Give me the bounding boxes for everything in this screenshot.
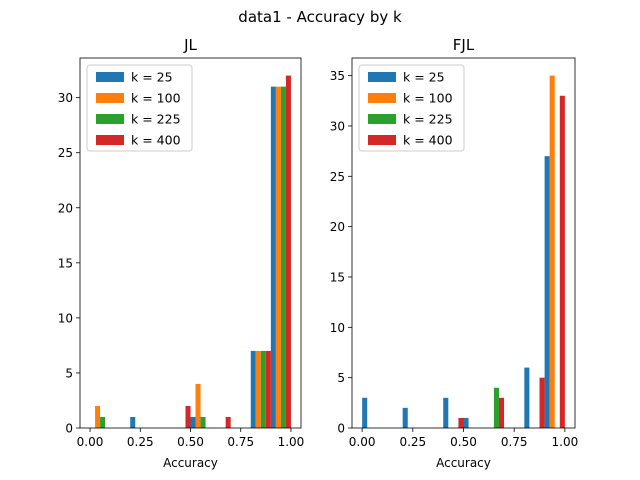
left-y-tick-label-2: 10 <box>58 311 73 325</box>
left-bar-series0-1 <box>190 416 196 428</box>
right-x-tick-label-2: 0.50 <box>450 435 477 449</box>
right-legend-swatch-3 <box>368 135 396 145</box>
right-bar-series2-0 <box>493 387 499 428</box>
left-panel: JL 0.00 0.25 0.50 0.75 1.00 0 5 10 15 20 25 30 k = 2… <box>58 36 305 470</box>
right-bar-series1-0 <box>549 75 555 429</box>
right-x-axis-label: Accuracy <box>436 456 491 470</box>
right-x-tick-label-1: 0.25 <box>399 435 426 449</box>
right-legend-label-0: k = 25 <box>403 70 445 85</box>
right-legend-box <box>358 64 465 152</box>
left-bar-series2-3 <box>280 86 286 428</box>
right-bar-series0-1 <box>402 407 408 428</box>
right-bar-series3-3 <box>559 95 565 428</box>
left-x-tick-label-0: 0.00 <box>77 435 104 449</box>
right-legend-label-2: k = 225 <box>403 112 453 127</box>
left-bar-series0-3 <box>270 86 276 428</box>
left-bar-series1-2 <box>255 350 261 428</box>
right-legend-swatch-1 <box>368 93 396 103</box>
left-panel-title: JL <box>183 36 197 54</box>
left-bar-series3-3 <box>285 75 291 429</box>
right-bar-series0-0 <box>362 397 368 428</box>
right-x-tick-label-4: 1.00 <box>552 435 579 449</box>
left-y-tick-label-5: 25 <box>58 146 73 160</box>
left-bar-series1-1 <box>195 383 201 428</box>
left-legend: k = 25 k = 100 k = 225 k = 400 <box>86 64 193 152</box>
left-x-tick-label-2: 0.50 <box>177 435 204 449</box>
right-y-tick-label-7: 35 <box>330 69 345 83</box>
left-x-tick-label-4: 1.00 <box>278 435 305 449</box>
left-legend-box <box>86 64 193 152</box>
left-x-tick-label-1: 0.25 <box>127 435 154 449</box>
right-bar-series0-3 <box>463 417 469 428</box>
left-y-tick-label-0: 0 <box>65 422 73 436</box>
left-legend-swatch-2 <box>96 114 124 124</box>
left-bar-series3-0 <box>185 405 191 428</box>
right-y-tick-label-4: 20 <box>330 220 345 234</box>
right-bar-series3-2 <box>539 377 545 428</box>
left-bar-series3-1 <box>225 416 231 428</box>
right-legend-label-3: k = 400 <box>403 133 453 148</box>
left-x-tick-label-3: 0.75 <box>227 435 254 449</box>
right-y-tick-label-1: 5 <box>337 371 345 385</box>
left-bar-series2-1 <box>200 416 206 428</box>
left-legend-label-0: k = 25 <box>131 70 173 85</box>
left-bar-series2-0 <box>100 416 106 428</box>
right-bar-series0-2 <box>443 397 449 428</box>
right-legend-swatch-0 <box>368 72 396 82</box>
right-plot-area: 0.00 0.25 0.50 0.75 1.00 0 5 10 15 20 25 30 35 k = 25… <box>330 57 579 449</box>
right-y-tick-label-6: 30 <box>330 119 345 133</box>
left-legend-label-1: k = 100 <box>131 91 181 106</box>
right-x-tick-label-0: 0.00 <box>349 435 376 449</box>
right-bar-series3-1 <box>498 397 505 428</box>
right-panel: FJL 0.00 0.25 0.50 0.75 1.00 0 5 10 15 20 25 30 35 k … <box>330 36 579 470</box>
left-legend-swatch-1 <box>96 93 124 103</box>
right-y-tick-label-0: 0 <box>337 422 345 436</box>
left-bar-series2-2 <box>260 350 266 428</box>
right-y-tick-label-2: 10 <box>330 321 345 335</box>
left-y-tick-label-3: 15 <box>58 256 73 270</box>
left-bar-series0-0 <box>130 416 136 428</box>
figure-title: data1 - Accuracy by k <box>238 8 402 26</box>
left-bar-series0-2 <box>250 350 256 428</box>
left-bar-series1-3 <box>275 86 281 428</box>
right-panel-title: FJL <box>453 36 475 54</box>
right-x-tick-label-3: 0.75 <box>501 435 528 449</box>
left-legend-label-2: k = 225 <box>131 112 181 127</box>
right-legend-swatch-2 <box>368 114 396 124</box>
left-legend-swatch-3 <box>96 135 124 145</box>
right-bar-series3-0 <box>458 417 464 428</box>
right-legend-label-1: k = 100 <box>403 91 453 106</box>
left-legend-swatch-0 <box>96 72 124 82</box>
left-bar-series1-0 <box>95 405 101 428</box>
right-y-tick-label-3: 15 <box>330 270 345 284</box>
right-bar-series0-5 <box>544 156 550 428</box>
left-y-tick-label-6: 30 <box>58 91 73 105</box>
left-y-tick-label-4: 20 <box>58 201 73 215</box>
left-y-tick-label-1: 5 <box>65 366 73 380</box>
left-legend-label-3: k = 400 <box>131 133 181 148</box>
right-y-tick-label-5: 25 <box>330 170 345 184</box>
left-bar-series3-2 <box>265 350 271 428</box>
right-bar-series0-4 <box>524 367 530 428</box>
right-legend: k = 25 k = 100 k = 225 k = 400 <box>358 64 465 152</box>
left-x-axis-label: Accuracy <box>163 456 218 470</box>
